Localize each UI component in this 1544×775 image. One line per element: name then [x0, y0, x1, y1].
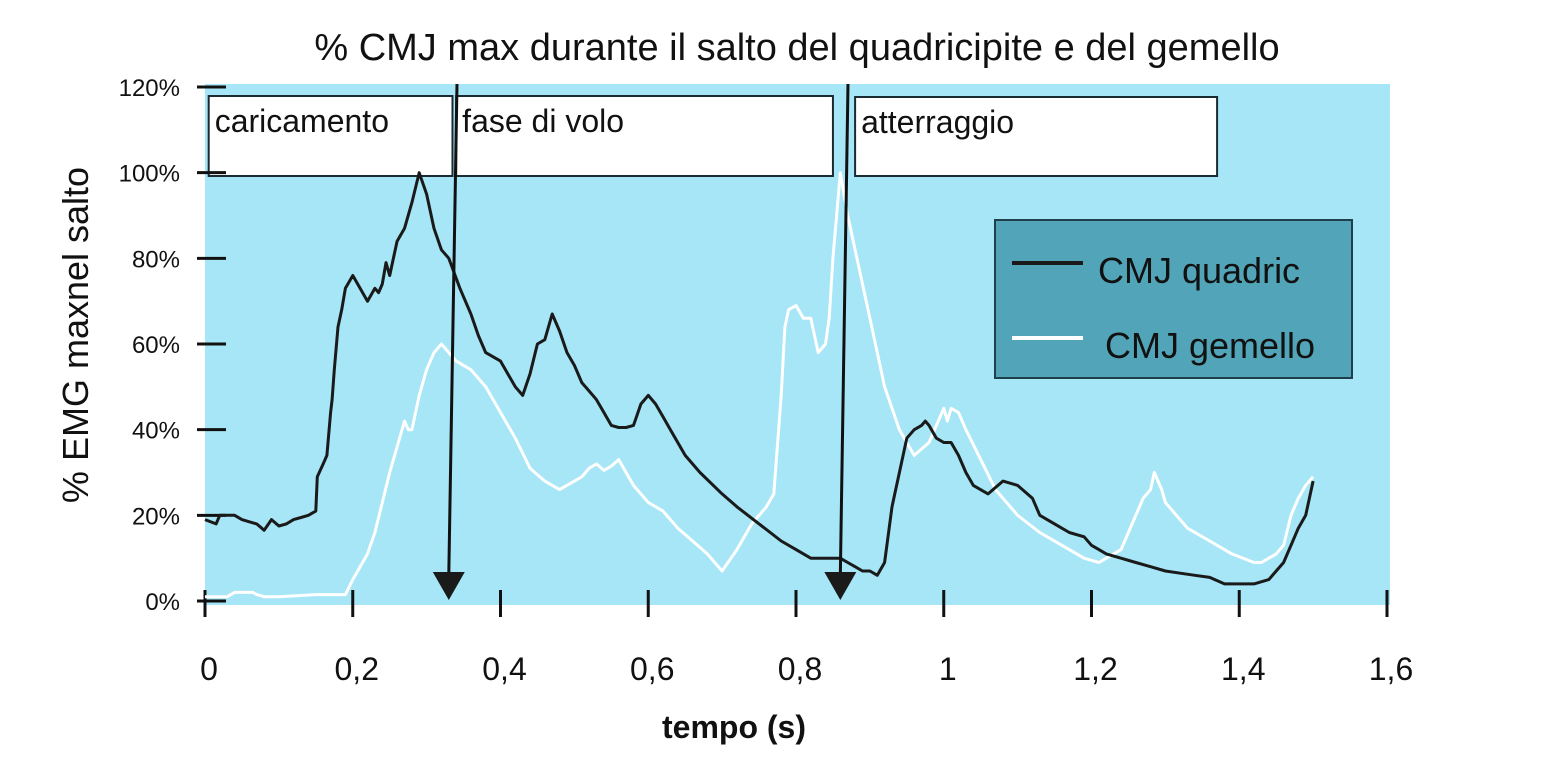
x-tick-label: 1 [939, 651, 957, 687]
y-tick-label: 80% [132, 246, 180, 273]
phase-label-2: atterraggio [861, 104, 1014, 140]
legend: CMJ quadric CMJ gemello [994, 219, 1353, 379]
x-tick-label: 1,4 [1221, 651, 1265, 687]
x-tick-label: 0,4 [482, 651, 526, 687]
chart-title: % CMJ max durante il salto del quadricip… [314, 27, 1279, 69]
x-tick-label: 0,2 [335, 651, 379, 687]
series-cmj-gemello [205, 171, 1315, 599]
legend-label-quadric: CMJ quadric [1098, 250, 1300, 291]
y-tick-label: 20% [132, 503, 180, 530]
x-tick-label: 0,6 [630, 651, 674, 687]
y-tick-label: 100% [119, 161, 180, 188]
x-tick-label: 0 [200, 651, 218, 687]
phase-label-1: fase di volo [462, 103, 624, 139]
arrow-shaft [447, 83, 459, 576]
y-tick-label: 40% [132, 418, 180, 445]
x-tick-label: 1,6 [1369, 651, 1413, 687]
phase-box-0 [207, 95, 454, 177]
legend-label-gemello: CMJ gemello [1105, 325, 1315, 366]
series-lines [204, 171, 1315, 599]
arrow-shaft [838, 83, 850, 576]
y-axis-label: % EMG maxnel salto [55, 167, 96, 503]
x-tick-label: 0,8 [778, 651, 822, 687]
phase-boxes: caricamento fase di volo atterraggio [207, 95, 1219, 177]
x-tick-label: 1,2 [1073, 651, 1117, 687]
y-tick-label: 60% [132, 332, 180, 359]
axes: 0% 20% 40% 60% 80% 100% 120% 0 0,2 0,4 0,6 0,8 1 1,2 1… [119, 75, 1414, 687]
y-tick-label: 120% [119, 75, 180, 102]
phase-label-0: caricamento [215, 103, 389, 139]
legend-box [994, 219, 1353, 379]
arrow-head-icon [824, 572, 857, 600]
x-axis-label: tempo (s) [662, 709, 806, 745]
series-cmj-quadric [204, 171, 1315, 586]
phase-box-1 [455, 95, 834, 177]
phase-arrows [432, 83, 857, 600]
y-tick-label: 0% [145, 589, 180, 616]
arrow-head-icon [432, 572, 465, 600]
phase-box-2 [854, 96, 1219, 177]
